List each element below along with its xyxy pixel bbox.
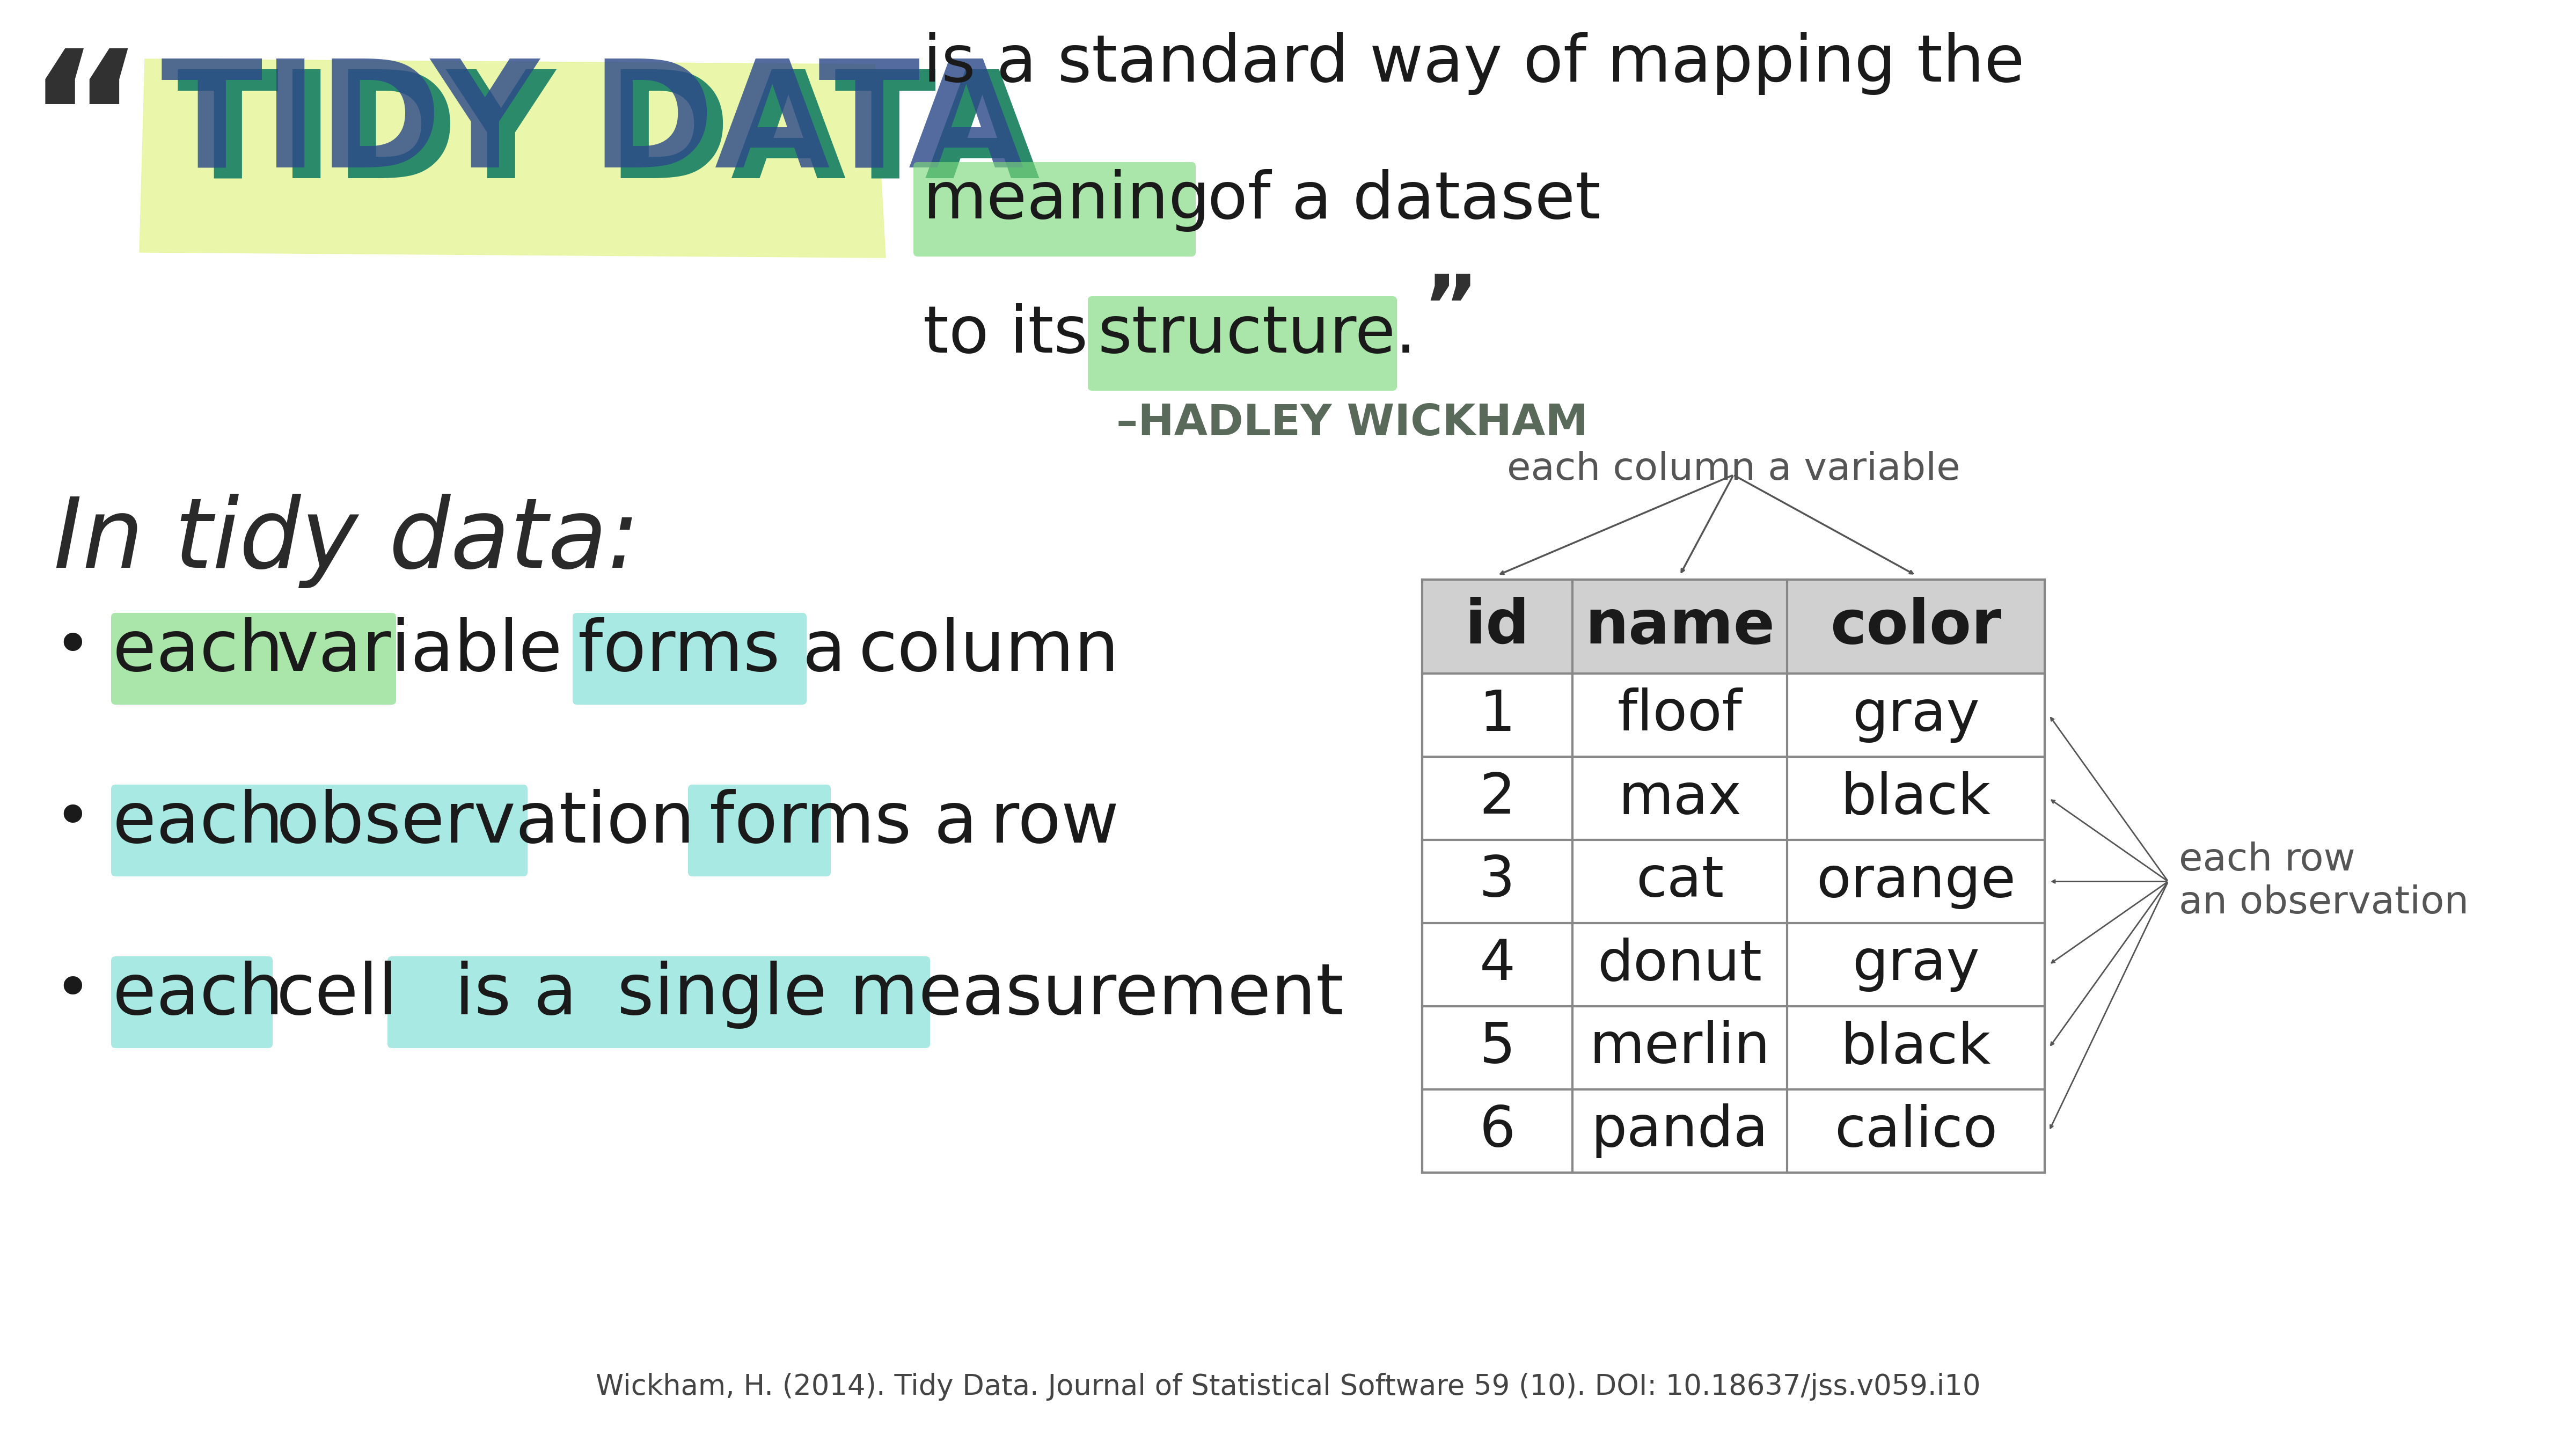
- FancyBboxPatch shape: [914, 162, 1195, 256]
- Bar: [1422, 580, 2045, 674]
- Text: 1: 1: [1479, 688, 1515, 742]
- Text: panda: panda: [1592, 1104, 1770, 1158]
- Text: •: •: [54, 788, 90, 851]
- Text: forms a: forms a: [556, 617, 868, 685]
- Text: name: name: [1584, 597, 1775, 656]
- Text: each row
an observation: each row an observation: [2179, 842, 2468, 922]
- Text: 6: 6: [1479, 1104, 1515, 1158]
- Text: black: black: [1842, 771, 1991, 826]
- FancyBboxPatch shape: [1087, 296, 1396, 391]
- Text: 2: 2: [1479, 771, 1515, 826]
- Text: merlin: merlin: [1589, 1020, 1770, 1075]
- Text: each column a variable: each column a variable: [1507, 451, 1960, 488]
- Text: cell: cell: [276, 961, 399, 1029]
- Text: ”: ”: [1422, 271, 1479, 354]
- Text: meaning: meaning: [922, 170, 1211, 232]
- Text: –HADLEY WICKHAM: –HADLEY WICKHAM: [1115, 403, 1589, 445]
- Text: each: each: [113, 617, 307, 685]
- Bar: [1422, 580, 2045, 1172]
- Text: max: max: [1618, 771, 1741, 826]
- Text: each: each: [113, 961, 307, 1029]
- Text: observation: observation: [276, 788, 696, 856]
- Text: structure.: structure.: [1097, 303, 1417, 367]
- Text: cat: cat: [1636, 853, 1723, 909]
- Text: Wickham, H. (2014). Tidy Data. Journal of Statistical Software 59 (10). DOI: 10.: Wickham, H. (2014). Tidy Data. Journal o…: [595, 1372, 1981, 1401]
- FancyBboxPatch shape: [111, 613, 397, 704]
- Text: In tidy data:: In tidy data:: [54, 494, 639, 588]
- Text: row: row: [989, 788, 1118, 856]
- FancyBboxPatch shape: [111, 784, 528, 877]
- Text: id: id: [1466, 597, 1530, 656]
- FancyBboxPatch shape: [111, 956, 273, 1048]
- Text: is a standard way of mapping the: is a standard way of mapping the: [922, 32, 2025, 96]
- Text: “: “: [26, 43, 144, 216]
- Text: gray: gray: [1852, 938, 1981, 993]
- Text: orange: orange: [1816, 853, 2014, 909]
- FancyBboxPatch shape: [386, 956, 930, 1048]
- Text: to its: to its: [922, 303, 1108, 367]
- Text: donut: donut: [1597, 938, 1762, 993]
- Text: •: •: [54, 961, 90, 1023]
- Text: 3: 3: [1479, 853, 1515, 909]
- FancyBboxPatch shape: [688, 784, 829, 877]
- Text: 4: 4: [1479, 938, 1515, 993]
- Text: single measurement: single measurement: [618, 961, 1345, 1029]
- Text: floof: floof: [1618, 688, 1741, 742]
- Text: 5: 5: [1479, 1020, 1515, 1075]
- Text: TIDY DATA: TIDY DATA: [178, 64, 1041, 209]
- Text: forms a: forms a: [688, 788, 999, 856]
- Text: variable: variable: [276, 617, 562, 685]
- FancyBboxPatch shape: [572, 613, 806, 704]
- Text: gray: gray: [1852, 688, 1981, 742]
- Text: TIDY DATA: TIDY DATA: [160, 54, 1023, 199]
- Text: color: color: [1829, 597, 2002, 656]
- Text: •: •: [54, 617, 90, 680]
- Text: column: column: [858, 617, 1121, 685]
- Text: of a dataset: of a dataset: [1208, 170, 1600, 232]
- Text: calico: calico: [1834, 1104, 1996, 1158]
- Text: black: black: [1842, 1020, 1991, 1075]
- Text: each: each: [113, 788, 307, 856]
- Polygon shape: [139, 59, 886, 258]
- Text: is a: is a: [433, 961, 600, 1029]
